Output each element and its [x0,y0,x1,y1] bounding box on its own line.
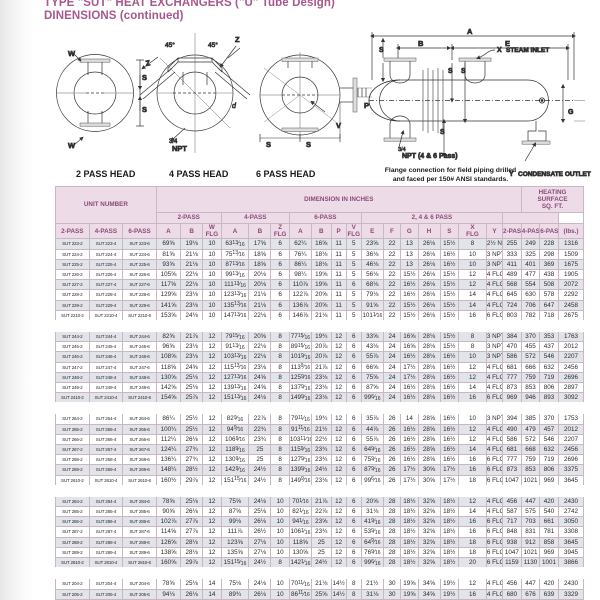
svg-text:S: S [266,140,271,149]
svg-text:X: X [497,47,502,54]
svg-text:S: S [379,47,384,54]
svg-text:S: S [448,68,453,75]
svg-text:Z: Z [145,58,151,68]
svg-text:G: G [568,109,574,116]
svg-text:45°: 45° [208,41,218,49]
svg-text:S: S [142,105,147,114]
svg-text:S: S [440,129,445,136]
svg-text:STEAM INLET: STEAM INLET [506,47,549,54]
svg-text:A: A [467,27,473,36]
svg-text:NPT: NPT [172,144,187,153]
svg-text:Z: Z [235,35,240,44]
svg-text:P: P [364,101,369,110]
svg-text:d: d [232,103,237,110]
svg-text:W: W [68,141,76,150]
svg-text:S: S [306,140,311,149]
svg-text:S: S [461,68,466,75]
svg-text:V: V [336,121,341,130]
svg-text:S: S [142,73,147,82]
svg-text:NPT (4 & 6 Pass): NPT (4 & 6 Pass) [402,153,458,160]
svg-text:W: W [68,49,76,58]
svg-text:B: B [418,39,424,48]
svg-text:45°: 45° [165,41,175,49]
